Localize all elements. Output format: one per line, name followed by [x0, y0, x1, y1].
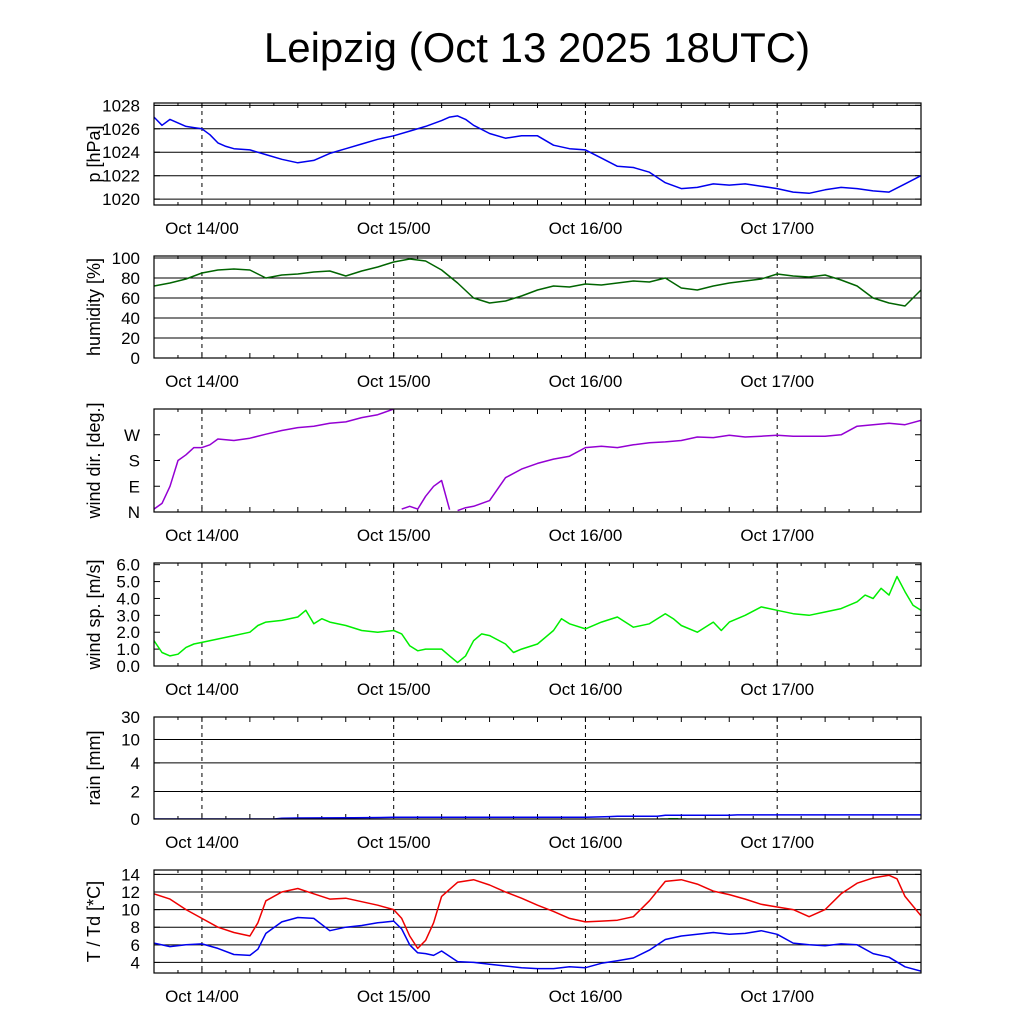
y-tick-label: 1028 — [102, 96, 140, 115]
x-tick-label: Oct 16/00 — [549, 833, 623, 852]
x-tick-label: Oct 17/00 — [740, 372, 814, 391]
series-line-humidity — [154, 258, 921, 307]
x-tick-label: Oct 15/00 — [357, 526, 431, 545]
panel-frame — [153, 102, 922, 206]
y-tick-label: 100 — [112, 249, 140, 268]
x-tick-label: Oct 14/00 — [165, 680, 239, 699]
x-tick-label: Oct 17/00 — [740, 680, 814, 699]
y-axis-label: rain [mm] — [84, 730, 104, 805]
y-tick-label: W — [124, 426, 140, 445]
x-tick-label: Oct 14/00 — [165, 833, 239, 852]
panel-frame — [153, 869, 922, 974]
y-tick-label: 10 — [121, 901, 140, 920]
x-tick-label: Oct 14/00 — [165, 987, 239, 1006]
x-tick-label: Oct 17/00 — [740, 219, 814, 238]
y-axis-label: p [hPa] — [84, 125, 104, 182]
series-line-t — [154, 874, 921, 950]
y-tick-label: 14 — [121, 865, 140, 884]
panel-pressure: 1020 1022 1024 1026 1028 Oct 14/00 Oct 15/00 Oc… — [84, 96, 922, 238]
y-tick-label: 1026 — [102, 120, 140, 139]
chart-title: Leipzig (Oct 13 2025 18UTC) — [264, 24, 810, 71]
series-line-p — [154, 115, 921, 195]
y-tick-label: 0 — [131, 810, 140, 829]
x-tick-label: Oct 16/00 — [549, 987, 623, 1006]
x-tick-label: Oct 14/00 — [165, 372, 239, 391]
y-axis-label: wind dir. [deg.] — [84, 402, 104, 519]
y-tick-label: 6 — [131, 936, 140, 955]
series-line-td — [154, 916, 921, 972]
x-tick-label: Oct 14/00 — [165, 219, 239, 238]
y-tick-label: 8 — [131, 918, 140, 937]
series-line-wind-direction — [154, 409, 921, 512]
y-tick-label: N — [128, 503, 140, 522]
x-tick-label: Oct 15/00 — [357, 680, 431, 699]
panel-frame — [153, 716, 922, 820]
y-tick-label: E — [129, 477, 140, 496]
y-axis-label: wind sp. [m/s] — [84, 559, 104, 670]
panel-frame — [153, 562, 922, 667]
y-tick-label: 1024 — [102, 143, 140, 162]
x-tick-label: Oct 14/00 — [165, 526, 239, 545]
y-tick-label: 20 — [121, 329, 140, 348]
series-line-accumulated-rain — [154, 814, 921, 819]
y-tick-label: 1022 — [102, 167, 140, 186]
panel-wind_speed: 0.01.02.03.04.05.06.0 Oct 14/00 Oct 15/00 O… — [84, 556, 922, 699]
y-tick-label: 0 — [131, 349, 140, 368]
y-tick-label: 1.0 — [116, 640, 140, 659]
x-tick-label: Oct 16/00 — [549, 372, 623, 391]
x-tick-label: Oct 15/00 — [357, 833, 431, 852]
y-tick-label: 5.0 — [116, 573, 140, 592]
y-tick-label: 3.0 — [116, 606, 140, 625]
y-tick-label: 12 — [121, 883, 140, 902]
y-tick-label: 60 — [121, 289, 140, 308]
y-tick-label: 1020 — [102, 190, 140, 209]
y-tick-label: S — [129, 452, 140, 471]
y-tick-label: 6.0 — [116, 556, 140, 575]
panel-frame — [153, 408, 922, 513]
y-axis-label: humidity [%] — [84, 258, 104, 356]
y-tick-label: 80 — [121, 269, 140, 288]
y-tick-label: 30 — [121, 708, 140, 727]
y-tick-label: 0.0 — [116, 657, 140, 676]
y-tick-label: 10 — [121, 730, 140, 749]
x-tick-label: Oct 17/00 — [740, 987, 814, 1006]
series-line-wind-speed — [154, 575, 921, 664]
x-tick-label: Oct 16/00 — [549, 680, 623, 699]
x-tick-label: Oct 17/00 — [740, 526, 814, 545]
y-tick-label: 40 — [121, 309, 140, 328]
panel-rain: 0 2 4 10 30 Oct 14/00 Oct 15/00 Oct 16/00 Oct 17… — [84, 708, 922, 852]
y-tick-label: 2.0 — [116, 623, 140, 642]
panel-frame — [153, 255, 922, 359]
x-tick-label: Oct 16/00 — [549, 526, 623, 545]
y-tick-label: 4 — [131, 953, 140, 972]
y-tick-label: 2 — [131, 782, 140, 801]
x-tick-label: Oct 15/00 — [357, 219, 431, 238]
x-tick-label: Oct 15/00 — [357, 987, 431, 1006]
y-tick-label: 4.0 — [116, 589, 140, 608]
x-tick-label: Oct 15/00 — [357, 372, 431, 391]
y-tick-label: 4 — [131, 754, 140, 773]
x-tick-label: Oct 17/00 — [740, 833, 814, 852]
x-tick-label: Oct 16/00 — [549, 219, 623, 238]
y-axis-label: T / Td [*C] — [84, 881, 104, 962]
